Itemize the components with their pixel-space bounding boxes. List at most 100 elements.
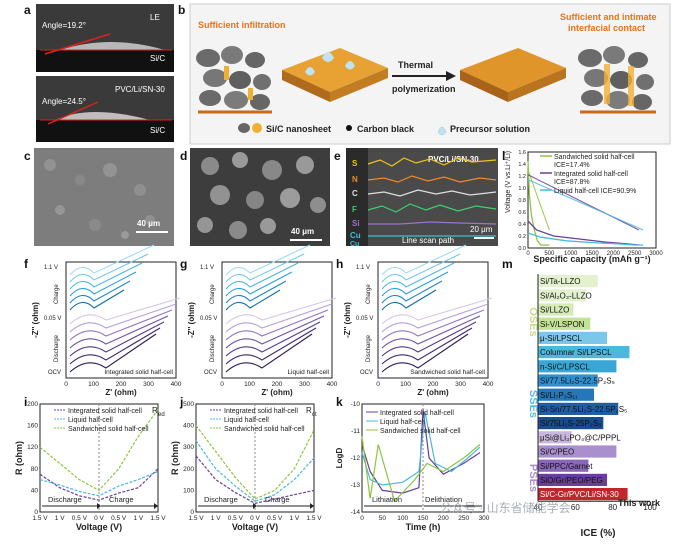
panel-h-charge-curve <box>381 244 467 276</box>
panel-m-bar <box>538 473 608 486</box>
panel-m-bar-label: n-Si/C/LPSCL <box>540 362 590 371</box>
panel-j-ylabel: R (ohm) <box>170 441 180 475</box>
panel-m-bar-label: Si/Li₇P₃S₁₁ <box>540 391 578 400</box>
panel-k-xtick: 100 <box>397 515 408 522</box>
panel-e-scan-lines <box>367 157 497 237</box>
panel-k-ytick: -10 <box>351 401 361 408</box>
panel-g-xtick: 0 <box>220 381 224 388</box>
panel-m-bar-label: Si/77.5Li₂S-22.5P₂S₅ <box>540 377 615 386</box>
panel-i-xtick: 1.5 V <box>150 515 166 522</box>
panel-h-xlabel: Z' (ohm) <box>417 388 449 397</box>
panel-j-ytick: 100 <box>183 487 194 494</box>
panel-m-bar <box>538 445 617 458</box>
panel-k-legend-1: Liquid half-cell <box>380 419 425 426</box>
panel-j-legend-1: Liquid half-cell <box>224 417 269 424</box>
panel-b-arrow <box>392 71 456 81</box>
panel-l-series-2-charge <box>527 179 644 231</box>
panel-l-xlabel: Specific capacity (mAh g⁻¹) <box>533 254 650 264</box>
panel-j-legend: Integrated solid half-cell Liquid half-c… <box>210 408 305 433</box>
panel-a-letter: a <box>24 3 31 17</box>
panel-l-xtick: 1000 <box>564 251 578 257</box>
panel-b-right-particles <box>578 46 656 114</box>
panel-k-xtick: 200 <box>438 515 449 522</box>
panel-m-this-work: This work <box>618 498 661 508</box>
panel-l-legend-1-name: Integrated solid half-cell <box>554 171 628 178</box>
panel-k-ytick: -13 <box>351 482 361 489</box>
panel-m-bar-label: Si/Ta-LLZO <box>540 277 580 286</box>
panel-m-bar-label: Si/Al₂O₃-LLZO <box>540 291 592 300</box>
panel-h-charge-curve <box>381 280 443 304</box>
panel-f-axes <box>65 261 177 379</box>
panel-j-xtick: 1.5 V <box>188 515 204 522</box>
panel-j-legend-2: Sandwiched solid half-cell <box>224 426 305 433</box>
panel-f-charge: Charge <box>54 284 60 304</box>
panel-i-charge-label: Charge <box>109 495 134 504</box>
panel-l-ytick: 1.0 <box>518 186 526 192</box>
panel-f-v-top: 1.1 V <box>44 265 58 271</box>
panel-k-xtick: 300 <box>479 515 490 522</box>
panel-l-ytick: 0.0 <box>518 246 526 252</box>
panel-f-discharge-curve <box>69 315 169 349</box>
panel-f-xtick: 300 <box>143 381 154 388</box>
panel-g-xtick: 300 <box>299 381 310 388</box>
panel-f-discharge-curve <box>69 297 181 325</box>
panel-k-xtick: 0 <box>360 515 364 522</box>
panel-f-ylabel: -Z'' (ohm) <box>31 302 40 338</box>
panel-l-ytick: 0.2 <box>518 234 526 240</box>
panel-f-xtick: 400 <box>171 381 182 388</box>
panel-j-xtick: 0 V <box>250 515 260 522</box>
panel-a-top-label1: LE <box>150 13 160 22</box>
panel-f-charge-curve <box>69 289 125 311</box>
panel-k-xlabel: Time (h) <box>406 522 441 532</box>
panel-e-label-strip <box>346 148 368 246</box>
panel-g-discharge: Discharge <box>210 334 216 362</box>
panel-f-v-mid: 0.05 V <box>44 316 61 322</box>
panel-j-xtick: 1 V <box>211 515 221 522</box>
panel-g-discharge-curve <box>225 327 317 365</box>
panel-i-xtick: 1.5 V <box>32 515 48 522</box>
panel-m-group-pses: PSEs <box>527 464 539 492</box>
panel-g-v-mid: 0.05 V <box>200 316 217 322</box>
panel-h-charge: Charge <box>366 284 372 304</box>
panel-e-letter: e <box>334 149 341 163</box>
panel-i-xlabel: Voltage (V) <box>76 522 122 532</box>
panel-d-letter: d <box>180 149 187 163</box>
panel-m-bar <box>538 289 587 302</box>
panel-j-letter: j <box>179 395 183 409</box>
panel-h-discharge-curve <box>381 309 485 341</box>
panel-b-right-slab <box>460 48 566 102</box>
panel-h-letter: h <box>336 257 343 271</box>
panel-i-legend: Integrated solid half-cell Liquid half-c… <box>54 408 149 433</box>
panel-m-bar-label: Si/LLZO <box>540 306 569 315</box>
panel-j-charge-label: Charge <box>265 495 290 504</box>
panel-l-ytick: 1.6 <box>518 150 526 156</box>
panel-m-bar-label: Si/C-Gr/PVC/Li/SN-30 <box>540 490 619 499</box>
panel-j-tag: R <box>306 406 312 415</box>
panel-h-xtick: 400 <box>483 381 494 388</box>
panel-h-discharge-curve <box>381 303 489 333</box>
panel-i-discharge-label: Discharge <box>48 495 82 504</box>
panel-k-legend-2: Sandwiched solid half-cell <box>380 428 461 435</box>
panel-h-charge-curve <box>381 253 461 283</box>
panel-k-xtick: 150 <box>418 515 429 522</box>
panel-f-xlabel: Z' (ohm) <box>105 388 137 397</box>
panel-g-discharge-curve <box>225 315 325 349</box>
panel-j-xtick: 0.5 V <box>267 515 283 522</box>
panel-l-series-1-charge <box>527 174 640 231</box>
panel-h-ocv: OCV <box>360 370 373 376</box>
panel-h-discharge-curve <box>381 327 473 365</box>
panel-i-ytick: 160 <box>27 423 38 430</box>
panel-f-discharge-curve <box>69 333 157 373</box>
panel-k-legend-0: Integrated solid half-cell <box>380 410 454 417</box>
panel-g-axes <box>221 261 333 379</box>
panel-g-discharge-curve <box>225 309 329 341</box>
panel-i-letter: i <box>24 395 27 409</box>
panel-m-bar <box>538 417 604 430</box>
panel-a-top-angle: Angle=19.2° <box>42 21 86 30</box>
panel-j-series-1 <box>195 440 315 502</box>
panel-b-left-slab <box>282 48 388 102</box>
panel-i-ytick: 200 <box>27 401 38 408</box>
panel-d-scale: 40 μm <box>291 227 314 236</box>
